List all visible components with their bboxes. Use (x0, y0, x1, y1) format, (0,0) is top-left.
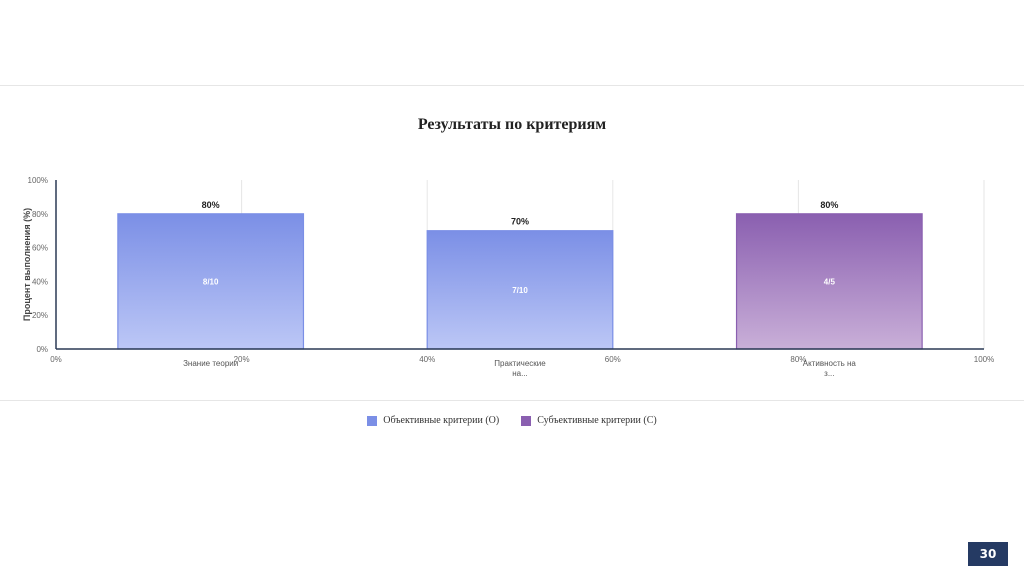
bar-value-label: 70% (511, 217, 529, 227)
x-tick-label: 100% (974, 355, 994, 364)
x-tick-label: 0% (50, 355, 62, 364)
legend-swatch-objective (367, 415, 378, 426)
bar-value-label: 80% (820, 200, 838, 210)
header-divider (0, 85, 1024, 86)
bar-value-label: 80% (202, 200, 220, 210)
category-label: з... (824, 369, 834, 378)
category-label: на... (512, 369, 528, 378)
bar-inner-label: 8/10 (203, 277, 219, 286)
legend: Объективные критерии (О) Субъективные кр… (0, 415, 1024, 426)
bar (426, 230, 614, 350)
category-label: Практические (494, 359, 546, 368)
y-tick-label: 20% (32, 311, 48, 320)
x-tick-label: 40% (419, 355, 435, 364)
legend-swatch-subjective (521, 415, 532, 426)
bar-inner-label: 4/5 (824, 277, 836, 286)
y-tick-label: 80% (32, 210, 48, 219)
page-number: 30 (968, 542, 1008, 566)
bar-inner-label: 7/10 (512, 286, 528, 295)
y-tick-label: 60% (32, 244, 48, 253)
legend-label-subjective: Субъективные критерии (С) (537, 415, 657, 426)
y-tick-label: 100% (28, 176, 48, 185)
bar (117, 213, 305, 350)
x-tick-label: 60% (605, 355, 621, 364)
chart-title: Результаты по критериям (417, 116, 607, 133)
x-tick-label: 20% (234, 355, 250, 364)
bar-chart: 0% 20% 40% 60% 80% 100% 0% 20% 40% 60% 80% 100% Проц… (22, 176, 994, 378)
legend-item-subjective: Субъективные критерии (С) (521, 415, 657, 426)
bar (735, 213, 923, 350)
y-tick-label: 0% (36, 345, 48, 354)
category-label: Активность на (803, 359, 857, 368)
category-label: Знание теории (183, 359, 238, 368)
y-tick-label: 40% (32, 277, 48, 286)
legend-item-objective: Объективные критерии (О) (367, 415, 499, 426)
legend-label-objective: Объективные критерии (О) (383, 415, 500, 426)
y-axis-label: Процент выполнения (%) (22, 208, 32, 321)
x-tick-label: 80% (790, 355, 806, 364)
chart-divider (0, 400, 1024, 401)
